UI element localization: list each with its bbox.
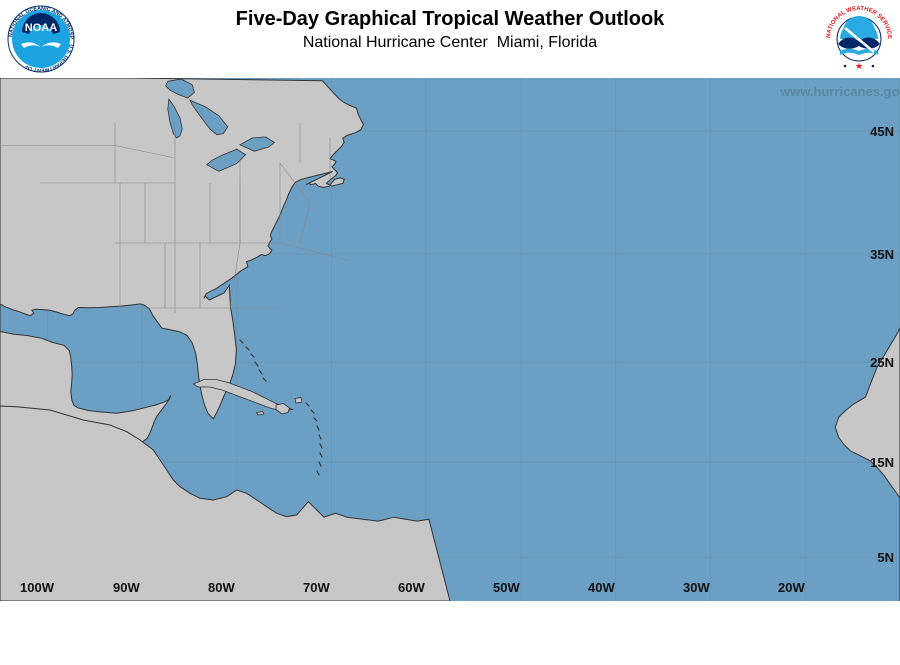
svg-text:★: ★	[855, 61, 863, 71]
